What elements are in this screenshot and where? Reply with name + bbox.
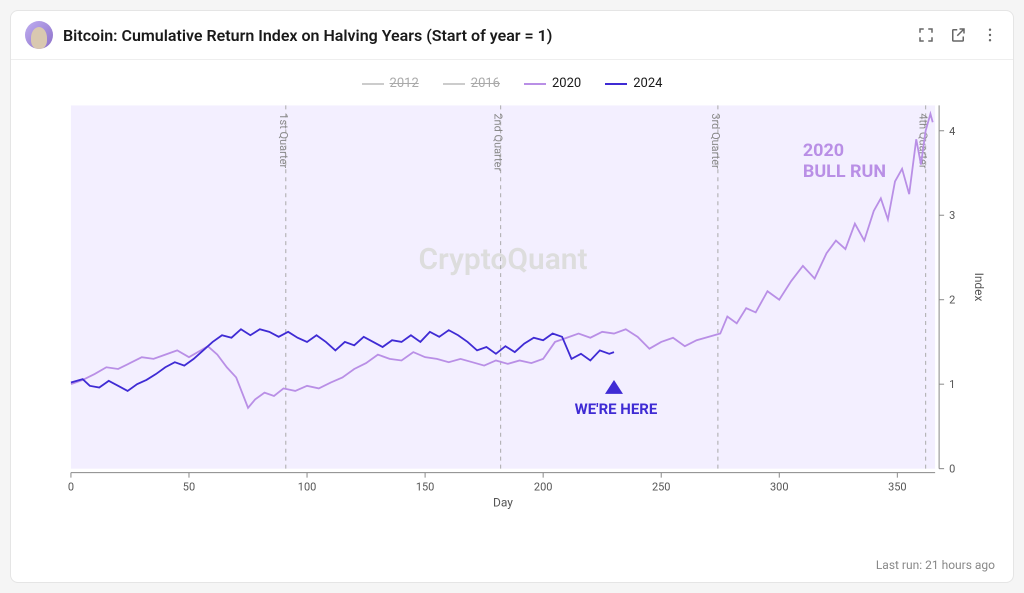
legend-swatch [443, 83, 465, 85]
legend-swatch [524, 83, 546, 85]
x-tick-label: 100 [298, 481, 317, 494]
x-tick-label: 350 [888, 481, 907, 494]
legend-item-2012[interactable]: 2012 [362, 76, 419, 91]
x-tick-label: 0 [68, 481, 74, 494]
x-tick-label: 50 [183, 481, 195, 494]
legend-item-2020[interactable]: 2020 [524, 76, 581, 91]
card-footer: Last run: 21 hours ago [11, 552, 1013, 582]
x-tick-label: 200 [534, 481, 553, 494]
chart-body: 2012 2016 2020 2024 CryptoQuant 1st Quarter 2… [11, 60, 1013, 552]
x-tick-label: 250 [652, 481, 671, 494]
quarter-label: 3rd Quarter [709, 113, 722, 169]
legend-swatch [362, 83, 384, 85]
chart-svg: CryptoQuant 1st Quarter 2nd Quarter 3rd Qua… [35, 95, 989, 515]
annotation-2020-title: 2020 [803, 140, 844, 161]
chart-plot: CryptoQuant 1st Quarter 2nd Quarter 3rd Qua… [35, 95, 989, 515]
avatar[interactable] [25, 21, 53, 49]
legend-label: 2012 [390, 76, 419, 91]
quarter-label: 2nd Quarter [492, 113, 505, 171]
x-axis-label: Day [493, 496, 513, 510]
annotation-2020-sub: BULL RUN [803, 161, 886, 182]
x-tick-label: 150 [416, 481, 435, 494]
y-axis-label: Index [972, 273, 986, 302]
external-link-icon[interactable] [949, 26, 967, 44]
quarter-label: 1st Quarter [277, 113, 290, 168]
y-tick-label: 4 [949, 125, 955, 138]
header-actions [917, 26, 999, 44]
chart-card: Bitcoin: Cumulative Return Index on Halv… [10, 10, 1014, 583]
y-tick-label: 1 [949, 378, 955, 391]
y-tick-label: 3 [949, 209, 955, 222]
card-header: Bitcoin: Cumulative Return Index on Halv… [11, 11, 1013, 60]
fullscreen-icon[interactable] [917, 26, 935, 44]
annotation-were-here: WE'RE HERE [575, 400, 658, 418]
legend-item-2016[interactable]: 2016 [443, 76, 500, 91]
legend-label: 2024 [633, 76, 662, 91]
more-icon[interactable] [981, 26, 999, 44]
x-tick-label: 300 [770, 481, 789, 494]
legend-swatch [605, 83, 627, 85]
last-run-text: Last run: 21 hours ago [876, 558, 995, 572]
y-tick-label: 2 [949, 294, 955, 307]
chart-title: Bitcoin: Cumulative Return Index on Halv… [63, 26, 907, 45]
legend-item-2024[interactable]: 2024 [605, 76, 662, 91]
legend-label: 2020 [552, 76, 581, 91]
legend-label: 2016 [471, 76, 500, 91]
chart-legend: 2012 2016 2020 2024 [35, 68, 989, 95]
y-tick-label: 0 [949, 463, 955, 476]
watermark: CryptoQuant [418, 242, 587, 277]
